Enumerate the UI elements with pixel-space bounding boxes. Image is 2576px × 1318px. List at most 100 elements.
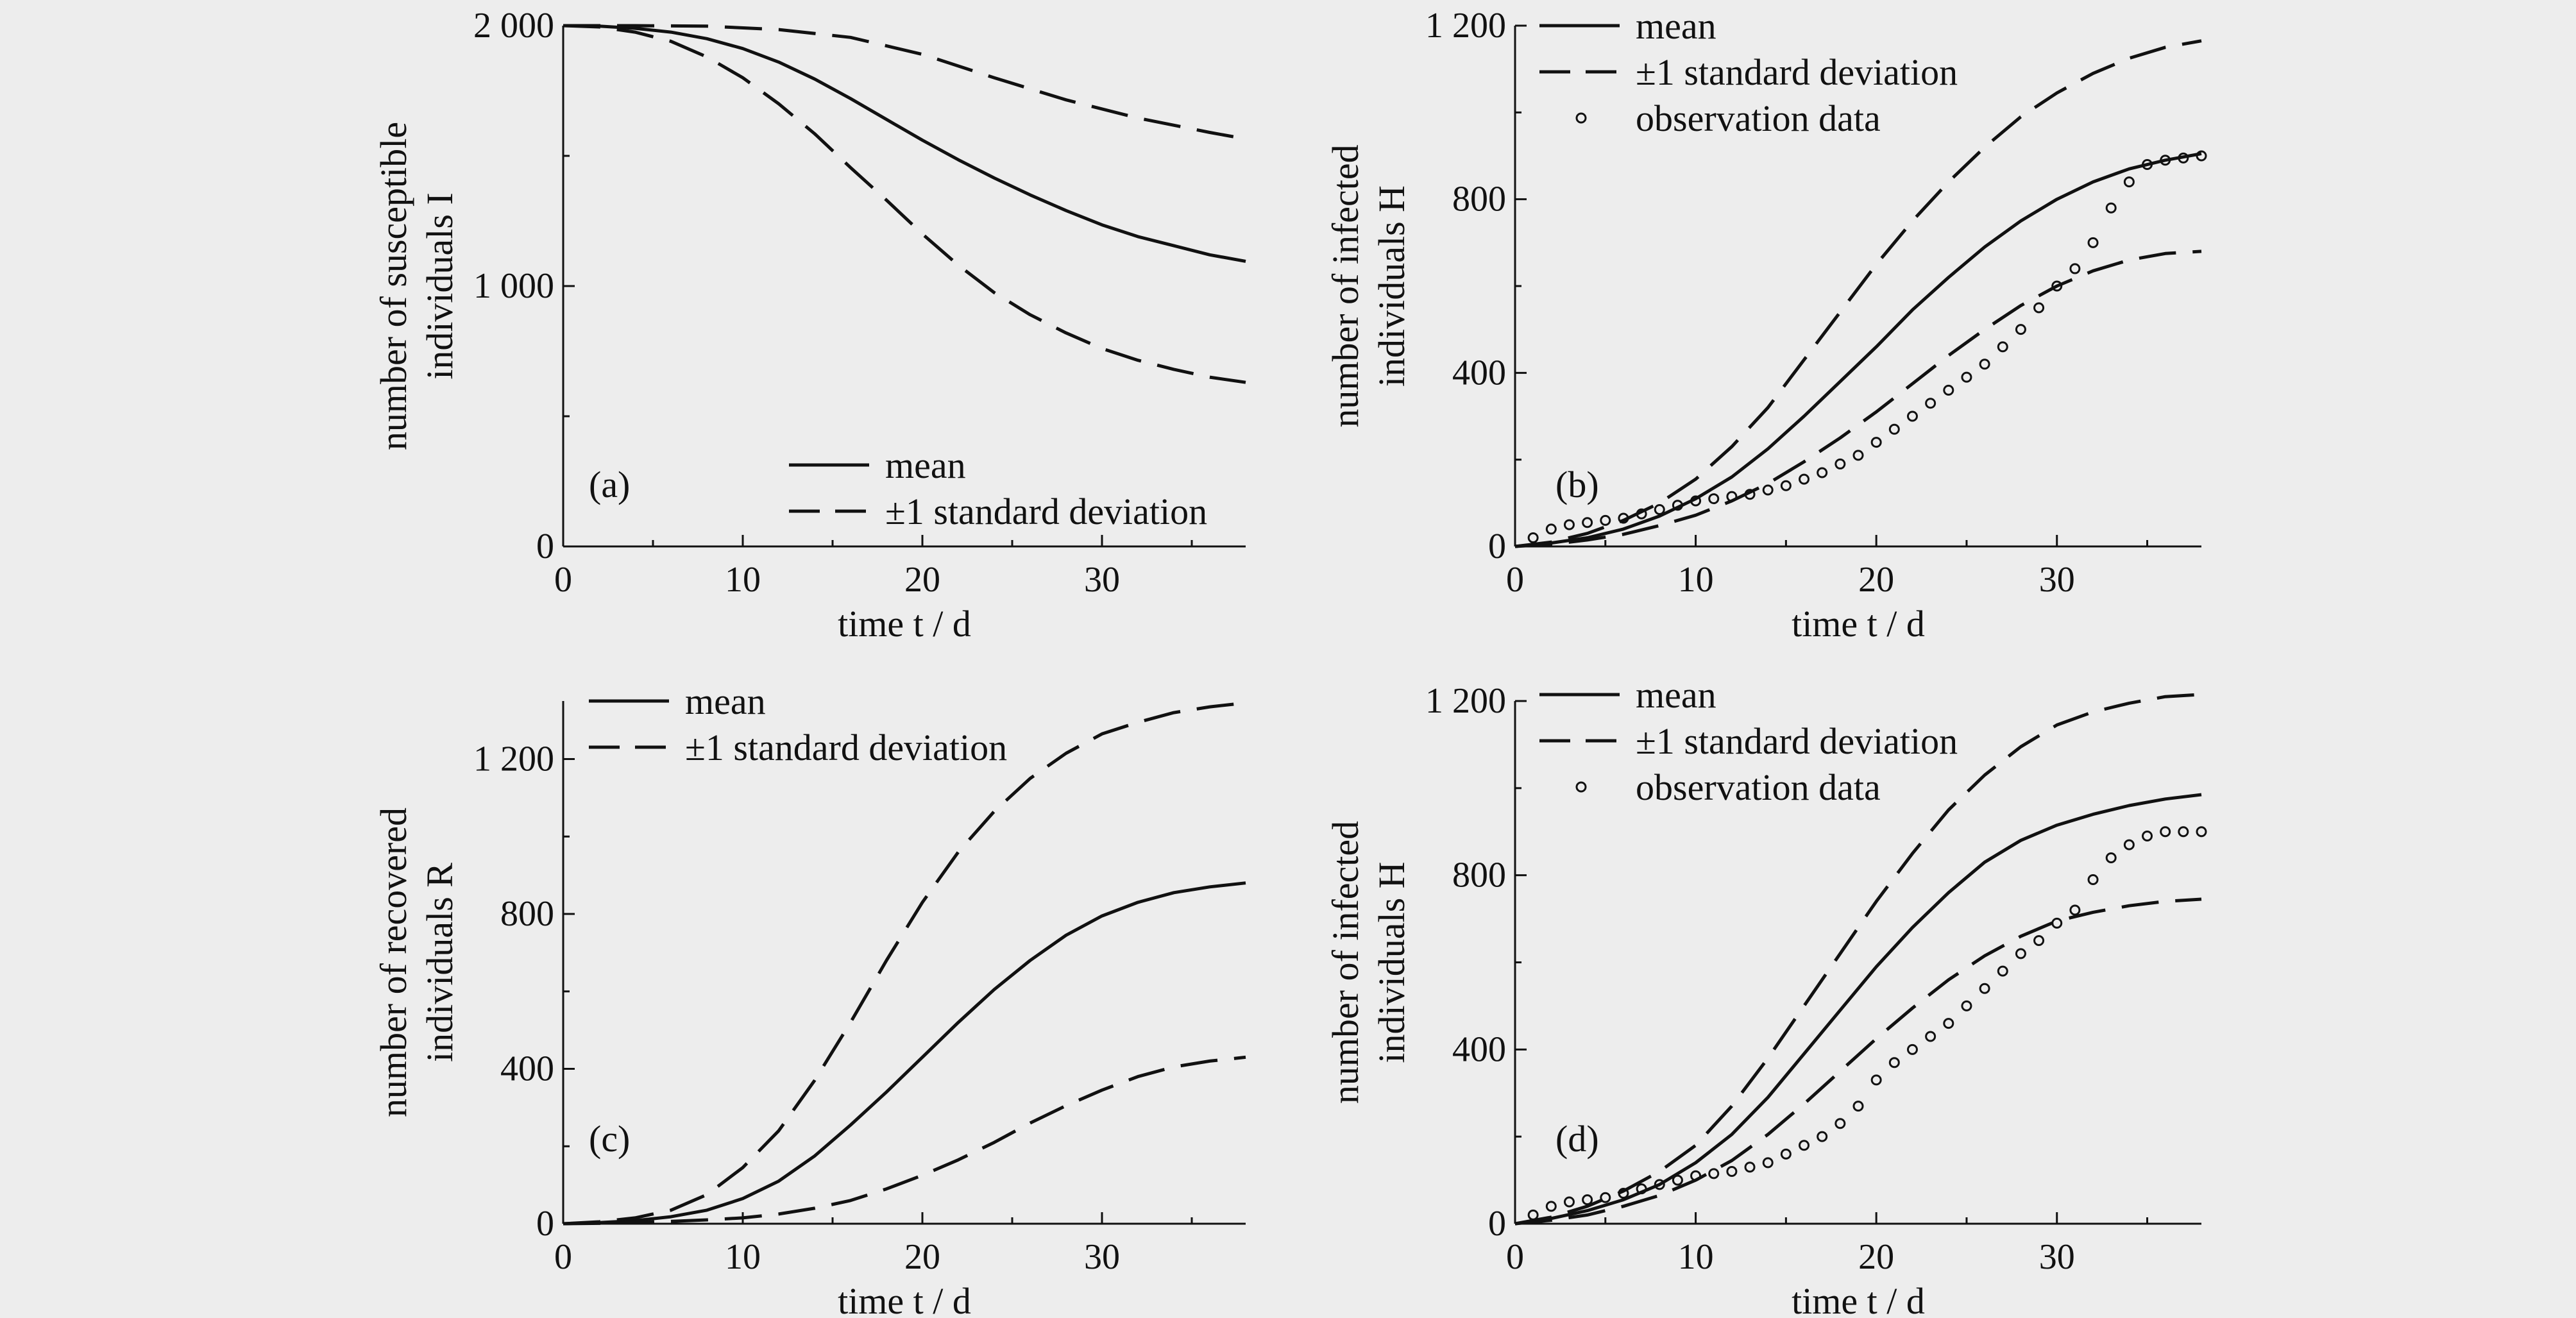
observation-point xyxy=(1672,500,1683,511)
observation-point xyxy=(1870,437,1882,448)
observation-point xyxy=(1708,1168,1720,1179)
observation-point xyxy=(1563,1196,1575,1208)
legend-label: observation data xyxy=(1636,97,1881,139)
observation-point xyxy=(1726,491,1738,502)
legend-label: ±1 standard deviation xyxy=(685,727,1007,768)
y-axis-title-line: number of susceptible xyxy=(373,122,414,450)
std-deviation-line xyxy=(1514,693,2202,1226)
y-tick-label: 1 200 xyxy=(1425,681,1506,721)
observation-point xyxy=(1582,517,1593,528)
std-deviation-line xyxy=(1514,249,2202,548)
observation-point xyxy=(2051,917,2063,929)
mean-line xyxy=(1514,152,2202,548)
std-deviation-line xyxy=(1514,39,2202,548)
observation-point xyxy=(2033,935,2045,947)
y-tick-label: 800 xyxy=(500,894,554,934)
observation-point xyxy=(2178,152,2189,164)
std-deviation-line xyxy=(563,701,1246,1226)
legend-label: ±1 standard deviation xyxy=(1636,51,1958,93)
observation-point xyxy=(2069,904,2081,916)
observation-point xyxy=(2142,831,2153,842)
observation-point xyxy=(2196,826,2207,838)
observation-point xyxy=(1799,473,1810,485)
x-tick-label: 30 xyxy=(1084,560,1120,600)
observation-point xyxy=(1563,519,1575,530)
y-tick-label: 800 xyxy=(1452,180,1506,219)
observation-point xyxy=(1888,1057,1900,1069)
observation-point xyxy=(1799,1140,1810,1151)
std-deviation-line xyxy=(563,1055,1246,1226)
x-tick-label: 10 xyxy=(725,560,761,600)
observation-point xyxy=(1744,1162,1756,1173)
x-tick-label: 0 xyxy=(1506,1237,1524,1277)
panel-c: 0 10 20 30 0 400 800 1 200 time t / d number of r… xyxy=(373,680,1246,1318)
x-axis-title: time t / d xyxy=(838,1280,971,1318)
observation-point xyxy=(1817,1131,1828,1142)
observation-point xyxy=(2196,150,2207,162)
observation-point xyxy=(1636,1183,1647,1195)
observation-point xyxy=(1852,1101,1864,1112)
x-tick-label: 10 xyxy=(725,1237,761,1277)
panel-label: (b) xyxy=(1555,464,1599,505)
y-tick-label: 0 xyxy=(536,527,554,566)
mean-line xyxy=(563,24,1246,263)
observation-point xyxy=(1925,1031,1936,1042)
x-axis-title: time t / d xyxy=(838,603,971,645)
legend-marker-circle xyxy=(1575,112,1587,124)
observation-point xyxy=(1690,1170,1702,1181)
observation-point xyxy=(1906,1043,1918,1055)
legend-label: mean xyxy=(685,680,766,722)
x-tick-label: 10 xyxy=(1678,560,1714,600)
observation-point xyxy=(2178,826,2189,838)
observation-point xyxy=(1545,523,1557,535)
y-tick-label: 2 000 xyxy=(473,6,554,46)
observation-point xyxy=(1943,384,1954,396)
y-axis-title-line: individuals R xyxy=(419,863,461,1062)
panel-b: 0 10 20 30 0 400 800 1 200 time t / d number of i… xyxy=(1325,5,2207,645)
observation-point xyxy=(1527,532,1539,543)
observation-point xyxy=(1618,512,1629,524)
observation-point xyxy=(1744,489,1756,500)
y-axis-title-line: individuals H xyxy=(1371,185,1412,387)
mean-line xyxy=(563,881,1246,1226)
y-tick-label: 400 xyxy=(1452,353,1506,393)
legend-label: mean xyxy=(1636,5,1716,47)
y-tick-label: 1 200 xyxy=(473,739,554,779)
observation-point xyxy=(1618,1187,1629,1199)
observation-point xyxy=(1726,1166,1738,1177)
panel-label: (a) xyxy=(589,464,630,505)
x-tick-label: 0 xyxy=(554,560,572,600)
observation-point xyxy=(2015,324,2026,335)
y-tick-label: 400 xyxy=(1452,1029,1506,1069)
y-axis-title-line: number of infected xyxy=(1325,144,1366,427)
observation-point xyxy=(1780,480,1792,491)
observation-point xyxy=(1835,1118,1846,1129)
mean-line xyxy=(1514,793,2202,1226)
x-tick-label: 20 xyxy=(1858,1237,1894,1277)
y-tick-label: 400 xyxy=(500,1049,554,1089)
observation-point xyxy=(1600,1192,1611,1203)
observation-point xyxy=(1636,508,1647,520)
observation-point xyxy=(2123,839,2135,850)
panel-a: 0 10 20 30 0 1 000 2 000 time t / d number of su… xyxy=(373,6,1246,645)
std-deviation-line xyxy=(1514,897,2202,1226)
y-axis-title-line: number of infected xyxy=(1325,821,1366,1104)
x-tick-label: 20 xyxy=(904,560,940,600)
y-tick-label: 800 xyxy=(1452,856,1506,895)
observation-point xyxy=(1961,1000,1972,1011)
observation-point xyxy=(1943,1018,1954,1029)
observation-point xyxy=(1708,493,1720,505)
observation-point xyxy=(2087,237,2099,248)
observation-point xyxy=(1545,1201,1557,1212)
observation-point xyxy=(1817,467,1828,478)
y-tick-label: 1 200 xyxy=(1425,6,1506,46)
observation-point xyxy=(1906,410,1918,422)
x-tick-label: 30 xyxy=(1084,1237,1120,1277)
observation-point xyxy=(1582,1194,1593,1206)
observation-point xyxy=(1997,965,2008,977)
std-deviation-line xyxy=(563,24,1246,141)
observation-point xyxy=(1870,1074,1882,1086)
observation-point xyxy=(2160,826,2171,838)
